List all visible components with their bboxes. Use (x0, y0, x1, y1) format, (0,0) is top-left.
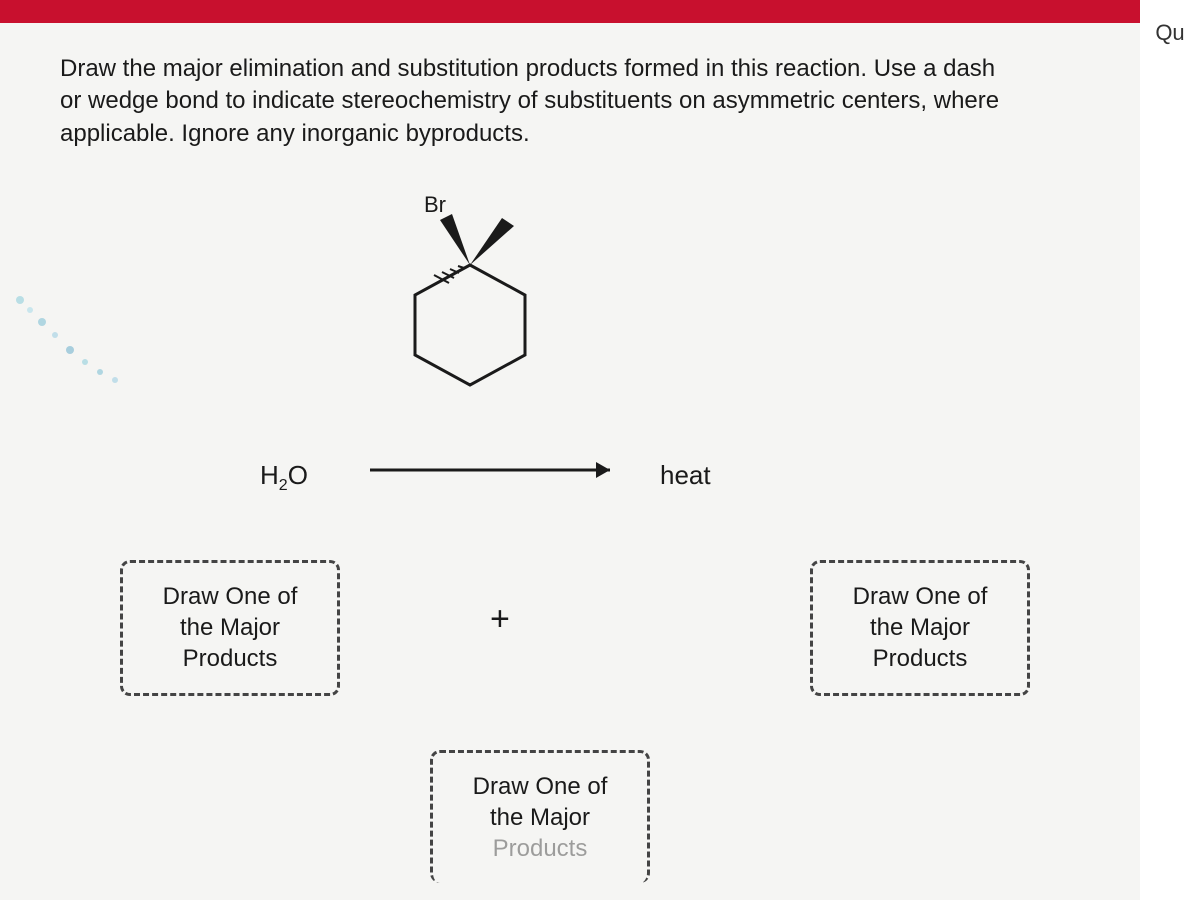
product-boxes-row-1: Draw One of the Major Products + Draw On… (60, 560, 1100, 730)
page-container: Draw the major elimination and substitut… (0, 0, 1140, 900)
product-box-3[interactable]: Draw One of the Major Products (430, 750, 650, 883)
product-box-1[interactable]: Draw One of the Major Products (120, 560, 340, 696)
condition-label: heat (660, 460, 711, 491)
right-margin-text: Qu (1155, 20, 1184, 45)
methyl-wedge (470, 218, 514, 265)
reaction-row: H2O heat (60, 430, 1100, 530)
question-instructions: Draw the major elimination and substitut… (60, 53, 1020, 150)
reagent-label: H2O (260, 460, 308, 495)
header-red-bar (0, 0, 1140, 23)
product-box-label: Draw One of the Major Products (853, 583, 988, 672)
plus-sign: + (490, 600, 510, 639)
reaction-arrow (360, 430, 640, 510)
molecule-diagram: Br (60, 160, 1100, 440)
hash-bond (434, 266, 464, 283)
product-box-label-line1: Draw One of the Major (473, 773, 608, 831)
product-box-label-line2: Products (493, 835, 588, 862)
right-margin-panel: Qu (1140, 0, 1200, 900)
product-box-2[interactable]: Draw One of the Major Products (810, 560, 1030, 696)
wedge-bond (440, 214, 470, 265)
content-area: Draw the major elimination and substitut… (0, 23, 1140, 900)
br-label: Br (424, 192, 446, 217)
product-box-label: Draw One of the Major Products (163, 583, 298, 672)
molecule-svg: Br (340, 170, 600, 430)
product-boxes-row-2: Draw One of the Major Products (60, 750, 1100, 900)
